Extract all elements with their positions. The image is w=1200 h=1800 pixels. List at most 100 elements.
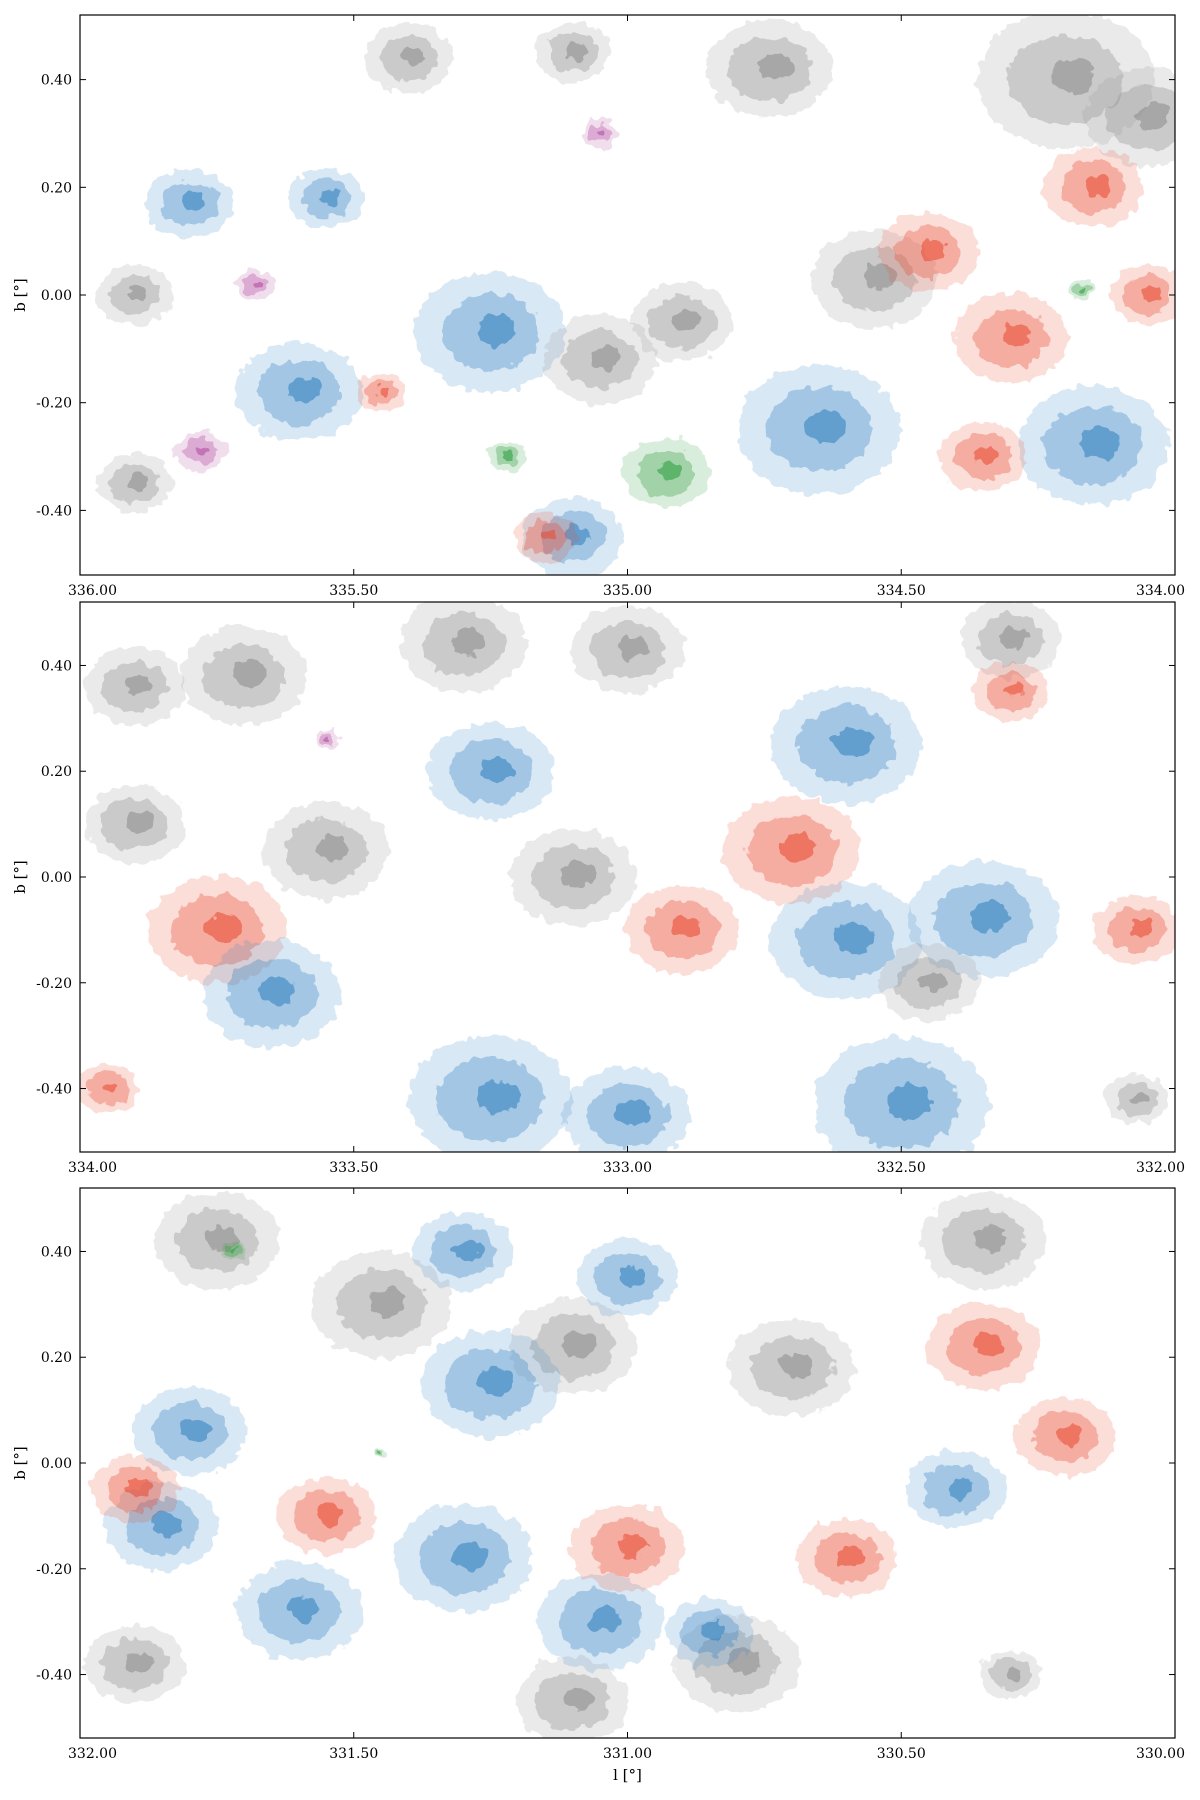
emission-red-core <box>101 1081 119 1094</box>
y-tick-label: 0.00 <box>41 288 72 304</box>
emission-blue-core <box>478 1367 515 1396</box>
emission-gray-core <box>369 1288 406 1316</box>
emission-red-core <box>1084 175 1111 196</box>
emission-green-core <box>380 1450 384 1454</box>
emission-layer <box>80 602 1175 1152</box>
emission-gray-core <box>561 1331 595 1358</box>
emission-red-core <box>127 1479 151 1497</box>
emission-blue-core <box>288 1596 321 1622</box>
emission-blue-core <box>885 1083 932 1120</box>
emission-gray-core <box>128 474 148 490</box>
emission-gray-core <box>1050 58 1097 95</box>
emission-blue-core <box>181 192 205 211</box>
y-axis-label: b [°] <box>11 1446 29 1480</box>
emission-gray-core <box>125 674 153 696</box>
emission-gray-core <box>128 285 148 302</box>
x-tick-label: 336.00 <box>68 583 117 599</box>
emission-blue-core <box>833 922 873 954</box>
emission-blue-core <box>1079 427 1120 459</box>
emission-gray-core <box>1136 102 1170 129</box>
emission-blue-core <box>179 1417 210 1441</box>
emission-gray-core <box>561 862 595 888</box>
y-tick-label: -0.40 <box>36 1668 72 1684</box>
x-axis-label: l [°] <box>613 1766 642 1784</box>
y-tick-label: 0.40 <box>41 73 72 89</box>
emission-green-core <box>658 462 682 481</box>
emission-red-core <box>1141 285 1161 302</box>
emission-gray-core <box>315 835 349 862</box>
emission-blue-core <box>618 1266 646 1287</box>
emission-blue-core <box>476 1079 520 1113</box>
emission-blue-core <box>152 1513 182 1536</box>
emission-gray-core <box>562 1687 593 1711</box>
x-tick-label: 334.00 <box>68 1160 117 1176</box>
emission-blue-core <box>454 1239 481 1260</box>
emission-blue-core <box>616 1100 650 1126</box>
emission-layer <box>84 1192 1116 1738</box>
emission-red-core <box>1004 683 1024 699</box>
y-tick-label: -0.20 <box>36 396 72 412</box>
y-tick-label: 0.20 <box>41 764 72 780</box>
panel-2: 334.00 333.50 333.00 332.50 332.00 0.40 0.20 0.… <box>11 601 1185 1176</box>
emission-blue-core <box>288 376 321 403</box>
emission-red-core <box>1129 919 1153 938</box>
emission-magenta-core <box>596 128 607 137</box>
x-tick-label: 330.00 <box>1136 1746 1185 1762</box>
x-tick-label: 335.50 <box>329 583 378 599</box>
emission-gray-core <box>125 812 153 833</box>
x-tick-label: 333.50 <box>329 1160 378 1176</box>
emission-red-core <box>539 529 557 543</box>
y-tick-label: -0.40 <box>36 1082 72 1098</box>
y-tick-label: -0.20 <box>36 976 72 992</box>
emission-gray-core <box>233 661 267 687</box>
panel-1: 336.00 335.50 335.00 334.50 334.00 0.40 0.20 0.… <box>11 14 1185 599</box>
emission-gray-core <box>590 346 620 370</box>
emission-blue-core <box>479 756 513 782</box>
emission-red-core <box>1000 324 1031 348</box>
y-axis-label: b [°] <box>11 278 29 312</box>
emission-blue-core <box>701 1621 725 1640</box>
emission-red-core <box>973 1333 1004 1357</box>
y-tick-label: 0.20 <box>41 1350 72 1366</box>
emission-blue-core <box>477 314 517 346</box>
y-tick-label: -0.40 <box>36 503 72 519</box>
emission-layer <box>96 15 1175 575</box>
emission-red-core <box>1056 1424 1084 1446</box>
emission-magenta-core <box>251 279 262 288</box>
y-axis-label: b [°] <box>11 860 29 894</box>
emission-red-core <box>376 385 390 397</box>
emission-gray-core <box>1005 1667 1022 1680</box>
emission-gray-core <box>125 1652 153 1673</box>
emission-blue-core <box>451 1541 488 1570</box>
emission-blue-core <box>947 1477 974 1498</box>
emission-gray-core <box>400 47 424 66</box>
y-tick-label: -0.20 <box>36 1562 72 1578</box>
emission-red-core <box>617 1534 648 1558</box>
emission-gray-core <box>758 53 792 80</box>
emission-gray-core <box>673 309 700 331</box>
x-tick-label: 331.00 <box>603 1746 652 1762</box>
x-tick-label: 331.50 <box>329 1746 378 1762</box>
x-tick-label: 335.00 <box>603 583 652 599</box>
emission-gray-core <box>617 636 648 660</box>
y-tick-label: 0.20 <box>41 180 72 196</box>
emission-magenta-core <box>324 736 331 742</box>
emission-red-core <box>837 1546 865 1567</box>
emission-gray-core <box>566 43 586 60</box>
emission-gray-core <box>780 1353 814 1379</box>
x-tick-label: 332.50 <box>877 1160 926 1176</box>
emission-gray-core <box>1001 627 1029 648</box>
emission-blue-core <box>589 1606 623 1633</box>
emission-red-core <box>204 913 241 942</box>
emission-red-core <box>919 239 947 261</box>
emission-green-core <box>503 452 514 460</box>
x-tick-label: 332.00 <box>68 1746 117 1762</box>
emission-blue-core <box>804 410 848 444</box>
emission-blue-core <box>970 901 1010 932</box>
emission-green-core <box>231 1248 238 1254</box>
y-tick-label: 0.40 <box>41 658 72 674</box>
emission-green-core <box>1079 286 1087 292</box>
emission-gray-core <box>452 629 486 655</box>
emission-red-core <box>975 445 999 465</box>
